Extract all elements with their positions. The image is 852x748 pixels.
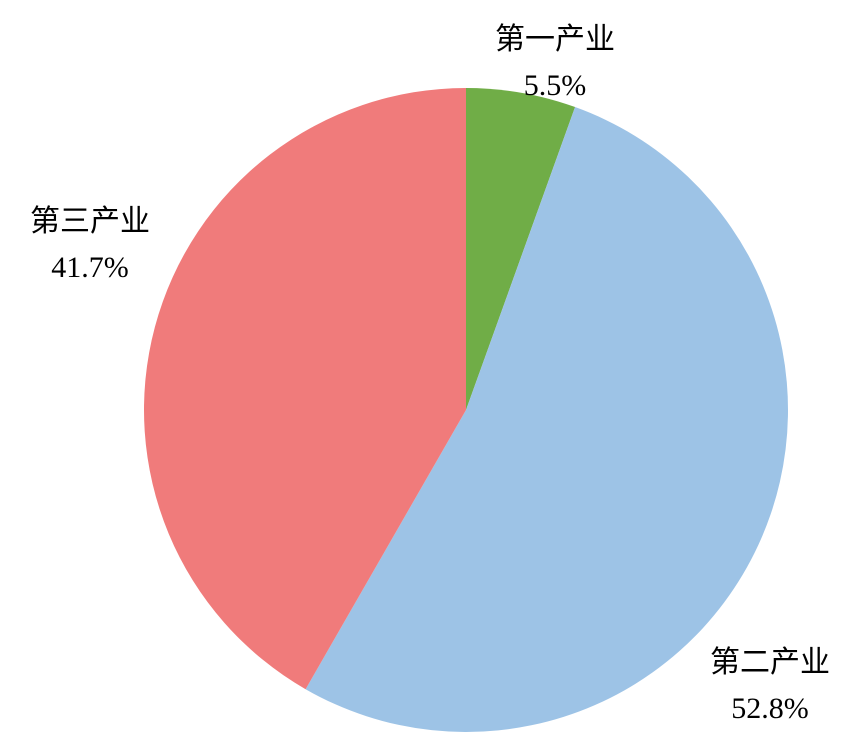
slice-value-label: 52.8%	[731, 692, 809, 725]
slice-value-label: 41.7%	[51, 251, 129, 284]
slice-category-label: 第一产业	[495, 23, 615, 56]
pie-slice	[143, 88, 466, 690]
slice-category-label: 第三产业	[30, 205, 150, 238]
slice-value-label: 5.5%	[524, 69, 587, 102]
pie-slice	[466, 88, 576, 410]
pie-slice	[305, 107, 788, 733]
slice-category-label: 第二产业	[710, 646, 830, 679]
